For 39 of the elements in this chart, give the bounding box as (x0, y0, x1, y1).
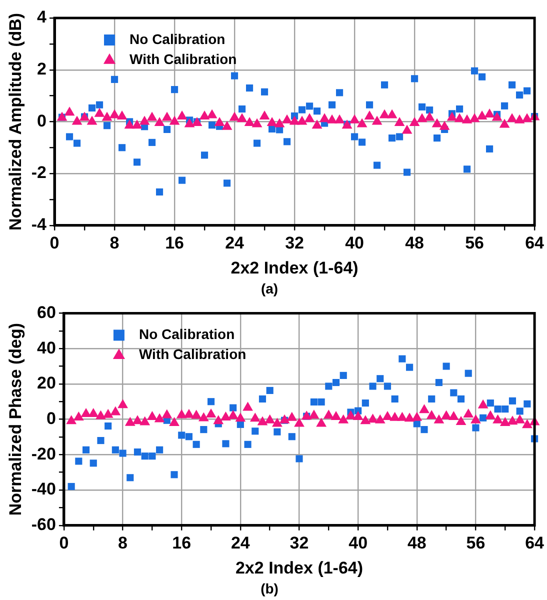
legend-label: No Calibration (138, 326, 235, 342)
y-tick-label: -40 (31, 480, 56, 499)
x-tick-label: 48 (407, 533, 426, 552)
y-axis-title: Normalized Phase (deg) (6, 322, 25, 516)
text: (b) (260, 580, 278, 596)
x-tick-label: 56 (466, 533, 486, 552)
x-axis-title: 2x2 Index (1-64) (230, 258, 358, 278)
y-tick-label: -20 (31, 444, 56, 464)
y-tick-label: 0 (37, 111, 47, 130)
x-tick-label: 48 (405, 233, 424, 252)
x-tick-label: 56 (465, 233, 484, 252)
x-tick-label: 24 (225, 233, 245, 252)
y-axis-title: Normalized Amplitude (dB) (6, 12, 25, 230)
legend-label: No Calibration (130, 30, 226, 47)
y-tick-label: 0 (46, 408, 56, 428)
x-axis-title: 2x2 Index (1-64) (235, 558, 364, 578)
text: (a) (260, 280, 278, 296)
x-tick-label: 32 (290, 533, 309, 552)
x-tick-label: 40 (345, 233, 364, 252)
y-tick-label: 4 (37, 8, 48, 27)
x-tick-label: 0 (59, 533, 69, 552)
legend-label: With Calibration (130, 50, 237, 67)
x-tick-label: 24 (230, 533, 250, 552)
x-tick-label: 64 (525, 233, 545, 252)
x-tick-label: 40 (348, 533, 368, 552)
x-tick-label: 16 (165, 233, 184, 252)
y-tick-label: -4 (31, 215, 48, 234)
y-tick-label: -60 (31, 515, 56, 534)
y-tick-label: 60 (37, 302, 56, 322)
x-tick-label: 16 (172, 533, 192, 552)
y-tick-label: 40 (37, 338, 56, 358)
x-tick-label: 8 (110, 233, 120, 252)
legend-label: With Calibration (138, 346, 246, 362)
x-tick-label: 64 (525, 533, 545, 552)
y-tick-label: 2 (37, 60, 47, 79)
y-tick-label: -2 (31, 163, 47, 182)
y-tick-label: 20 (37, 374, 56, 393)
x-tick-label: 32 (285, 233, 304, 252)
x-tick-label: 8 (118, 533, 128, 552)
